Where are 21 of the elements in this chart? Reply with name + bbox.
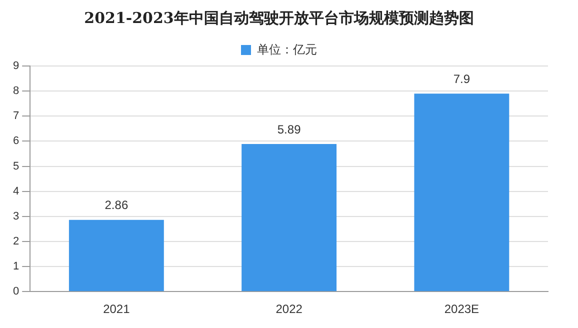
legend-label: 单位：亿元 (257, 42, 317, 56)
y-tick-label: 4 (12, 185, 20, 198)
x-tick-label: 2021 (103, 302, 130, 316)
bar (68, 220, 164, 292)
data-label: 5.89 (277, 122, 302, 136)
y-tick-label: 5 (12, 160, 20, 172)
y-tick-label: 2 (12, 236, 20, 248)
data-label: 7.9 (453, 72, 470, 86)
bar (242, 144, 337, 292)
y-tick-label: 8 (12, 85, 20, 98)
x-tick-label: 2022 (276, 302, 303, 316)
y-tick-label: 3 (12, 210, 20, 222)
y-tick-label: 1 (12, 260, 20, 273)
data-label: 2.86 (104, 198, 128, 212)
y-tick-label: 7 (12, 110, 20, 122)
y-tick-label: 6 (12, 135, 20, 148)
y-tick-label: 9 (12, 60, 20, 72)
y-tick-label: 0 (12, 286, 20, 298)
x-tick-label: 2023E (444, 302, 480, 316)
chart-title: 2021-2023年中国自动驾驶开放平台市场规模预测趋势图 (84, 8, 474, 27)
bar (414, 94, 510, 292)
